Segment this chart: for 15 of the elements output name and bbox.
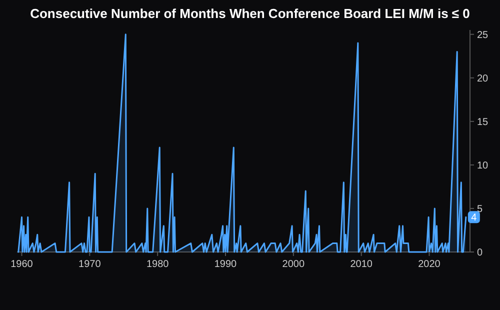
x-tick-label: 2010 [350, 259, 373, 270]
y-tick-label: 5 [477, 204, 483, 215]
x-tick-label: 1970 [78, 259, 102, 270]
y-tick-label: 0 [477, 248, 483, 258]
x-tick-label: 2000 [282, 259, 305, 270]
y-tick-label: 25 [477, 30, 489, 41]
x-tick-label: 1960 [10, 259, 34, 270]
annotation: 4 [471, 212, 478, 224]
y-tick-label: 20 [477, 73, 489, 84]
y-tick-label: 15 [477, 116, 489, 128]
x-tick-label: 2020 [418, 259, 441, 270]
x-tick-label: 1980 [146, 259, 170, 270]
y-tick-label: 10 [477, 160, 489, 172]
x-tick-label: 1990 [214, 259, 238, 270]
chart-title: Consecutive Number of Months When Conference Board LEI M/M is ≤ 0 [30, 6, 470, 21]
